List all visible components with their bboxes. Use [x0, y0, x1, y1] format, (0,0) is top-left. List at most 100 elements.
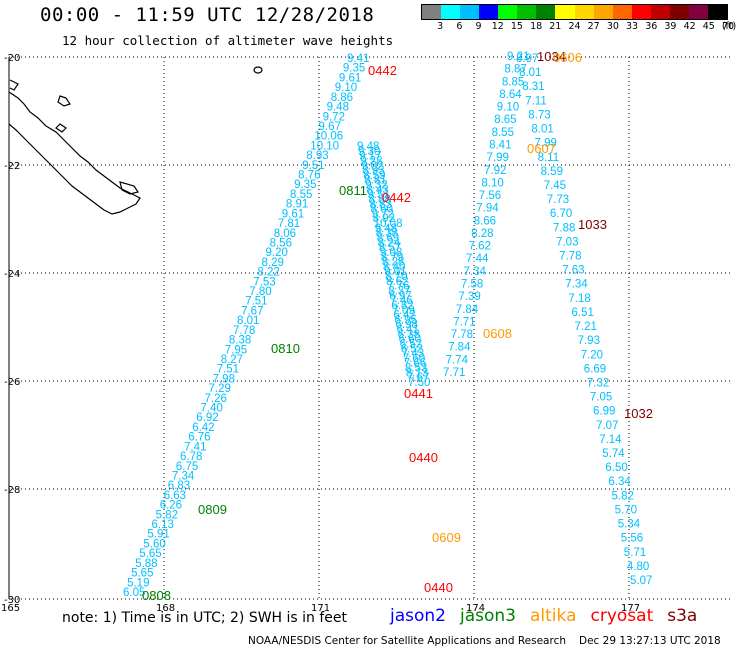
swh-value: 8.56 [270, 238, 292, 250]
swh-value: 7.34 [565, 279, 588, 291]
swh-value: 9.72 [372, 208, 394, 220]
swh-value: 6.38 [398, 329, 420, 341]
track-central: 9.489.309.179.289.028.938.598.819.328.43… [357, 141, 430, 389]
swh-value: 6.70 [550, 208, 572, 220]
color-scale-label: 27 [587, 21, 600, 32]
swh-value: 7.78 [559, 251, 581, 263]
color-scale-label: 24 [568, 21, 581, 32]
swh-value: 6.42 [393, 310, 415, 322]
swh-value: 7.93 [578, 335, 600, 347]
swh-value: 8.59 [363, 170, 385, 182]
swh-value: 7.84 [456, 304, 479, 316]
coastline-islet [55, 123, 67, 133]
color-scale-label: 33 [626, 21, 639, 32]
swh-value: 7.62 [469, 241, 491, 253]
swh-value: 8.01 [531, 124, 553, 136]
lat-label: -20 [4, 53, 20, 64]
swh-value: 6.60 [399, 334, 421, 346]
swh-value: 7.44 [466, 253, 489, 265]
color-scale-unit: (ft) [721, 21, 737, 32]
swh-value: 5.88 [135, 558, 157, 570]
swh-value: 6.51 [572, 307, 594, 319]
swh-value: 8.11 [538, 152, 560, 164]
color-scale-label: 30 [606, 21, 619, 32]
swh-value: 9.35 [343, 63, 365, 75]
swh-value: 6.63 [164, 490, 186, 502]
swh-value: 9.48 [327, 102, 349, 114]
swh-value: 9.61 [339, 72, 361, 84]
swh-value: 8.55 [492, 127, 514, 139]
swh-value: 6.97 [389, 290, 411, 302]
color-scale-label: 15 [510, 21, 523, 32]
swh-value: 10.08 [374, 218, 403, 230]
swh-value: 8.43 [366, 184, 388, 196]
legend-item-s3a: s3a [667, 606, 698, 626]
altimeter-tracks: 6.055.195.655.885.655.605.916.135.826.26… [123, 51, 652, 599]
swh-value: 6.52 [400, 339, 422, 351]
swh-value: 7.73 [547, 194, 569, 206]
color-scale-label: 12 [491, 21, 504, 32]
swh-value: 8.65 [494, 114, 516, 126]
swh-value: 5.65 [131, 568, 153, 580]
swh-value: 5.70 [615, 505, 637, 517]
color-scale-bar [421, 4, 728, 20]
color-swatch [688, 5, 708, 19]
swh-value: 7.88 [553, 222, 575, 234]
lon-label: 177 [621, 603, 640, 614]
page-title: 00:00 - 11:59 UTC 12/28/2018 [40, 4, 375, 26]
color-scale-label: 3 [437, 21, 444, 32]
page-subtitle: 12 hour collection of altimeter wave hei… [62, 33, 394, 48]
swh-value: 7.51 [245, 296, 267, 308]
swh-value: 5.56 [621, 533, 643, 545]
swh-value: 7.60 [403, 353, 425, 365]
color-swatch [574, 5, 594, 19]
lon-label: 174 [466, 603, 485, 614]
swh-value: 8.22 [257, 267, 279, 279]
swh-value: 8.06 [274, 228, 296, 240]
swh-value: 8.40 [383, 261, 405, 273]
pass-time-label: 0442 [368, 63, 397, 78]
swh-value: 9.17 [359, 151, 381, 163]
color-swatch [650, 5, 670, 19]
swh-value: 8.97 [516, 53, 538, 65]
swh-value: 8.28 [471, 228, 493, 240]
swh-value: 8.83 [370, 199, 392, 211]
swh-value: 7.34 [172, 471, 195, 483]
color-scale-label: 21 [549, 21, 562, 32]
swh-value: 8.38 [376, 228, 398, 240]
color-swatch [707, 5, 727, 19]
lat-label: -22 [4, 161, 20, 172]
swh-value: 8.66 [474, 215, 496, 227]
pass-time-label: 0441 [404, 386, 433, 401]
lat-label: -24 [4, 269, 20, 280]
swh-value: 7.05 [590, 392, 612, 404]
swh-value: 9.72 [323, 111, 345, 123]
footer-note: note: 1) Time is in UTC; 2) SWH is in fe… [62, 610, 348, 626]
swh-value: 7.81 [278, 218, 300, 230]
coastline-mainland [8, 91, 141, 215]
swh-value: 6.42 [192, 422, 214, 434]
swh-value: 7.53 [253, 276, 275, 288]
swh-value: 8.79 [381, 252, 403, 264]
swh-value: 9.48 [375, 223, 397, 235]
swh-value: 7.09 [392, 305, 414, 317]
swh-value: 8.53 [405, 363, 427, 375]
color-scale-label: 36 [645, 21, 658, 32]
swh-value: 7.32 [587, 378, 609, 390]
map-grid [8, 56, 730, 600]
swh-value: 8.29 [262, 257, 284, 269]
swh-value: 6.92 [196, 412, 218, 424]
legend-item-cryosat: cryosat [590, 606, 654, 626]
swh-value: 6.83 [168, 480, 190, 492]
pass-time-label: 0809 [198, 502, 227, 517]
legend-item-altika: altika [530, 606, 577, 626]
pass-time-label: 0808 [142, 588, 171, 603]
swh-value: 7.78 [233, 325, 255, 337]
coastline-islet [253, 66, 263, 74]
pass-time-label: 0810 [271, 341, 300, 356]
swh-value: 7.26 [205, 393, 227, 405]
swh-value: 8.28 [382, 257, 404, 269]
swh-value: 7.94 [476, 203, 499, 215]
swh-value: 7.99 [487, 152, 509, 164]
swh-value: 7.84 [448, 342, 471, 354]
